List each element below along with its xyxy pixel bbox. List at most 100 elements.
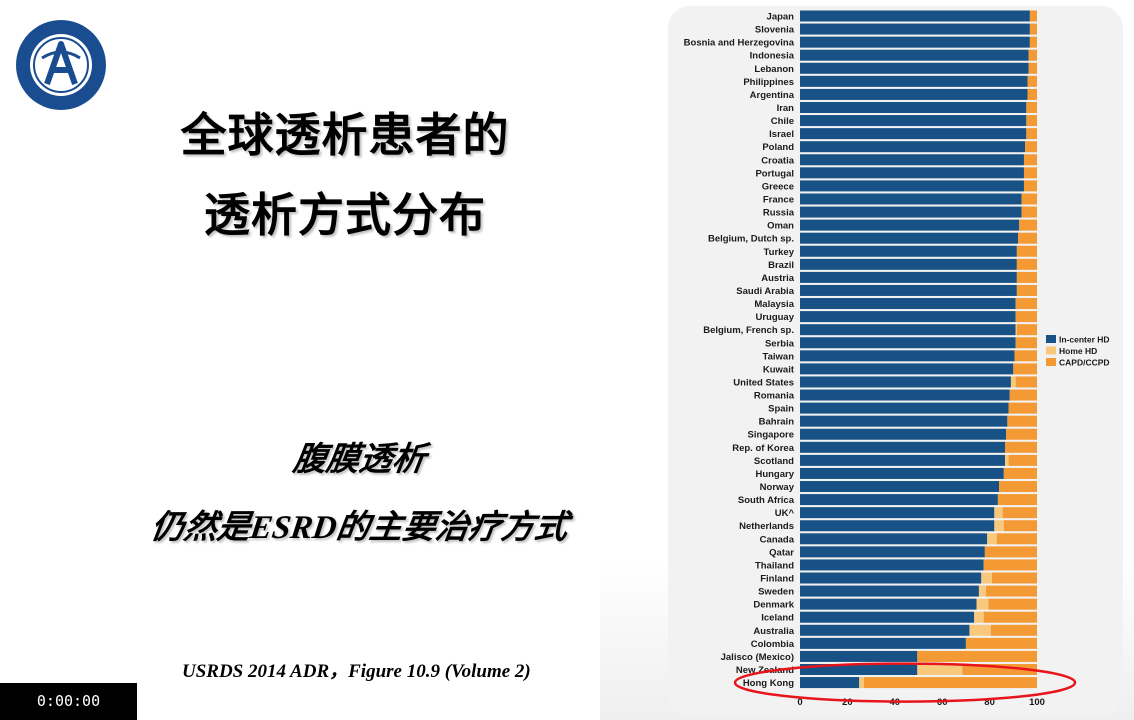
bar-uk-capd-ccpd [1002,507,1037,519]
bar-oman-in-center-hd [800,219,1020,231]
bar-canada-home-hd [987,533,997,545]
bar-japan-capd-ccpd [1029,10,1037,22]
bar-lebanon-capd-ccpd [1028,62,1037,74]
category-label-scotland: Scotland [754,456,794,467]
bar-united-states-in-center-hd [800,376,1011,388]
bar-iceland-in-center-hd [800,611,975,623]
category-label-uruguay: Uruguay [755,312,794,323]
category-label-lebanon: Lebanon [754,64,794,75]
bar-romania-capd-ccpd [1009,389,1037,401]
bar-australia-in-center-hd [800,624,970,636]
legend-label-capd-ccpd: CAPD/CCPD [1059,358,1110,368]
bar-belgium-french-sp-in-center-hd [800,324,1016,336]
category-label-indonesia: Indonesia [750,51,795,62]
category-label-serbia: Serbia [765,338,795,349]
bar-chile-capd-ccpd [1026,115,1037,127]
category-label-kuwait: Kuwait [763,364,795,375]
category-label-netherlands: Netherlands [739,521,794,532]
bar-turkey-capd-ccpd [1016,245,1037,257]
category-label-greece: Greece [762,181,794,192]
bar-brazil-capd-ccpd [1016,258,1037,270]
legend-swatch-capd-ccpd [1046,358,1056,366]
bar-thailand-capd-ccpd [983,559,1037,571]
category-label-portugal: Portugal [755,168,794,179]
bar-argentina-in-center-hd [800,88,1028,100]
category-label-belgium-dutch-sp: Belgium, Dutch sp. [708,234,794,245]
bar-iceland-home-hd [974,611,984,623]
bar-kuwait-capd-ccpd [1013,363,1037,375]
bar-hong-kong-home-hd [859,677,864,689]
category-label-oman: Oman [767,221,794,232]
bar-slovenia-capd-ccpd [1029,23,1037,35]
category-label-chile: Chile [771,116,794,127]
bar-jalisco-mexico-capd-ccpd [917,650,1037,662]
category-label-israel: Israel [769,129,794,140]
x-tick-20: 20 [842,697,853,708]
bar-uruguay-capd-ccpd [1015,311,1037,323]
bar-hong-kong-capd-ccpd [863,677,1037,689]
bar-singapore-capd-ccpd [1006,428,1037,440]
bar-uruguay-in-center-hd [800,311,1016,323]
category-label-australia: Australia [753,626,794,637]
bar-malaysia-in-center-hd [800,298,1016,310]
bar-saudi-arabia-capd-ccpd [1016,284,1037,296]
bar-netherlands-capd-ccpd [1003,520,1037,532]
bar-jalisco-mexico-in-center-hd [800,650,918,662]
bar-france-in-center-hd [800,193,1022,205]
bar-japan-in-center-hd [800,10,1030,22]
category-label-qatar: Qatar [769,547,794,558]
category-label-bahrain: Bahrain [759,417,795,428]
title-line-2: 透析方式分布 [204,188,486,242]
category-label-bosnia-and-herzegovina: Bosnia and Herzegovina [684,38,795,49]
bar-hungary-capd-ccpd [1003,467,1037,479]
slide-title: 全球透析患者的 透析方式分布 [110,95,580,255]
bar-hong-kong-in-center-hd [800,677,860,689]
legend-swatch-in-center-hd [1046,335,1056,343]
category-label-norway: Norway [760,482,795,493]
category-label-thailand: Thailand [755,560,794,571]
category-label-romania: Romania [754,391,795,402]
bar-hungary-in-center-hd [800,467,1004,479]
hospital-logo [16,20,106,110]
bar-greece-capd-ccpd [1023,180,1037,192]
bar-uk-home-hd [994,507,1003,519]
bar-portugal-capd-ccpd [1023,167,1037,179]
category-label-colombia: Colombia [751,639,795,650]
bar-scotland-capd-ccpd [1008,454,1037,466]
category-label-new-zealand: New Zealand [736,665,794,676]
source-citation: USRDS 2014 ADR，Figure 10.9 (Volume 2) [182,661,531,682]
bar-turkey-in-center-hd [800,245,1017,257]
bar-singapore-in-center-hd [800,428,1007,440]
category-label-sweden: Sweden [758,587,794,598]
bar-iran-capd-ccpd [1026,101,1037,113]
category-label-poland: Poland [762,142,794,153]
bar-netherlands-home-hd [994,520,1004,532]
category-label-croatia: Croatia [761,155,794,166]
bar-bahrain-capd-ccpd [1007,415,1037,427]
bar-bosnia-and-herzegovina-in-center-hd [800,36,1030,48]
bar-indonesia-in-center-hd [800,49,1029,61]
bar-spain-capd-ccpd [1008,402,1037,414]
bar-philippines-capd-ccpd [1027,75,1037,87]
bar-rep-of-korea-capd-ccpd [1005,441,1037,453]
legend-label-in-center-hd: In-center HD [1059,335,1110,345]
bar-indonesia-capd-ccpd [1028,49,1037,61]
bar-colombia-in-center-hd [800,637,966,649]
bar-brazil-in-center-hd [800,258,1017,270]
bar-kuwait-in-center-hd [800,363,1014,375]
timer-display: 0:00:00 [0,683,137,720]
bar-south-africa-in-center-hd [800,494,998,506]
bar-oman-capd-ccpd [1019,219,1037,231]
bar-rep-of-korea-in-center-hd [800,441,1006,453]
bar-argentina-capd-ccpd [1027,88,1037,100]
category-label-south-africa: South Africa [738,495,795,506]
title-line-1: 全球透析患者的 [180,108,510,162]
bar-iceland-capd-ccpd [983,611,1037,623]
bar-austria-capd-ccpd [1016,271,1037,283]
category-label-singapore: Singapore [748,430,794,441]
category-label-jalisco-mexico: Jalisco (Mexico) [721,652,794,663]
highlight-ellipse [733,662,1077,703]
bar-thailand-in-center-hd [800,559,984,571]
